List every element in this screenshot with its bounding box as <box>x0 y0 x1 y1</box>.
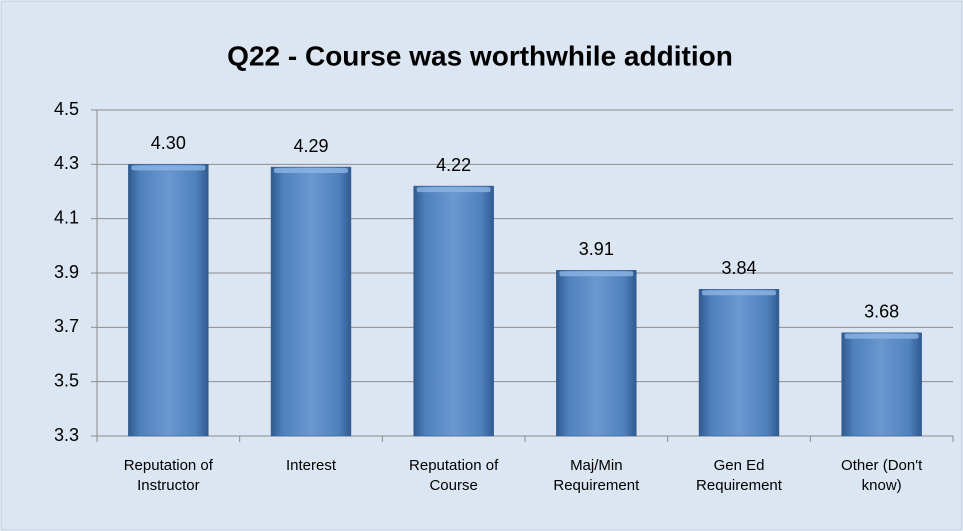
bar <box>270 166 352 437</box>
bar-highlight <box>131 165 206 171</box>
data-label: 3.68 <box>864 302 899 322</box>
bar <box>556 270 637 437</box>
data-label: 4.22 <box>436 155 471 175</box>
data-label: 3.84 <box>721 258 756 278</box>
bar-highlight <box>416 187 491 193</box>
x-tick-label: Reputation of Instructor <box>123 457 213 494</box>
x-tick-label: Maj/Min Requirement <box>553 457 640 494</box>
chart-title: Q22 - Course was worthwhile addition <box>227 40 733 71</box>
bar <box>698 289 780 437</box>
x-tick-label: Other (Don't know) <box>841 457 923 494</box>
y-tick-label: 4.1 <box>54 207 79 227</box>
x-tick-label: Reputation of Course <box>409 457 499 494</box>
y-tick-label: 3.5 <box>54 370 79 390</box>
bar-highlight <box>844 333 919 339</box>
data-label: 4.30 <box>151 133 186 153</box>
data-label: 3.91 <box>579 239 614 259</box>
x-tick-label: Gen Ed Requirement <box>696 457 782 494</box>
y-tick-label: 3.7 <box>54 316 79 336</box>
bar <box>413 185 494 437</box>
y-tick-label: 3.3 <box>54 425 79 445</box>
bar-highlight <box>702 290 776 296</box>
y-tick-label: 3.9 <box>54 262 79 282</box>
data-label: 4.29 <box>293 136 328 156</box>
y-tick-label: 4.5 <box>54 99 79 119</box>
y-tick-label: 4.3 <box>54 153 79 173</box>
bar-highlight <box>274 168 348 174</box>
x-tick-label: Interest <box>285 457 337 474</box>
bar <box>128 164 209 437</box>
bar-highlight <box>559 271 634 277</box>
bar <box>841 332 922 437</box>
